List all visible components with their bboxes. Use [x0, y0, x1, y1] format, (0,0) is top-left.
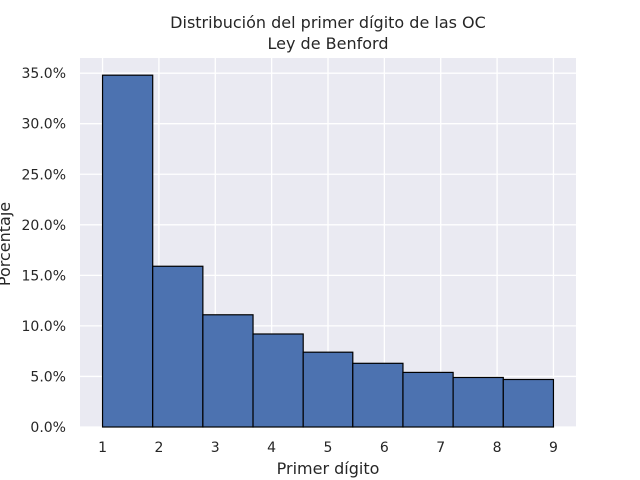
bar-6: [352, 362, 404, 428]
bar-2: [152, 265, 204, 428]
bar-3: [202, 314, 254, 428]
bar-4: [252, 333, 304, 428]
x-tick-label: 9: [549, 440, 558, 456]
bars: [101, 74, 555, 428]
chart-subtitle: Ley de Benford: [268, 34, 389, 53]
bar-8: [452, 376, 504, 428]
y-tick-label: 25.0%: [22, 167, 66, 183]
x-tick-label: 7: [436, 440, 445, 456]
x-tick-label: 6: [380, 440, 389, 456]
y-tick-label: 0.0%: [30, 420, 66, 436]
y-axis-label: Porcentaje: [0, 202, 14, 286]
x-tick-label: 4: [267, 440, 276, 456]
x-axis-label: Primer dígito: [277, 459, 380, 478]
y-tick-label: 35.0%: [22, 66, 66, 82]
bar-7: [402, 371, 454, 428]
y-tick-label: 5.0%: [30, 369, 66, 385]
x-tick-label: 1: [98, 440, 107, 456]
x-tick-label: 2: [154, 440, 163, 456]
bar-5: [302, 351, 354, 428]
y-tick-label: 30.0%: [22, 117, 66, 133]
y-tick-label: 10.0%: [22, 319, 66, 335]
bar-1: [101, 74, 154, 428]
bar-9: [502, 378, 555, 428]
x-tick-labels: 1 2 3 4 5 6 7 8 9: [98, 440, 558, 456]
y-tick-label: 15.0%: [22, 268, 66, 284]
y-tick-label: 20.0%: [22, 218, 66, 234]
x-tick-label: 5: [324, 440, 333, 456]
x-tick-label: 3: [211, 440, 220, 456]
y-tick-labels: 0.0% 5.0% 10.0% 15.0% 20.0% 25.0% 30.0% 35.0%: [22, 66, 66, 436]
x-tick-label: 8: [493, 440, 502, 456]
chart-title: Distribución del primer dígito de las OC: [170, 13, 486, 32]
